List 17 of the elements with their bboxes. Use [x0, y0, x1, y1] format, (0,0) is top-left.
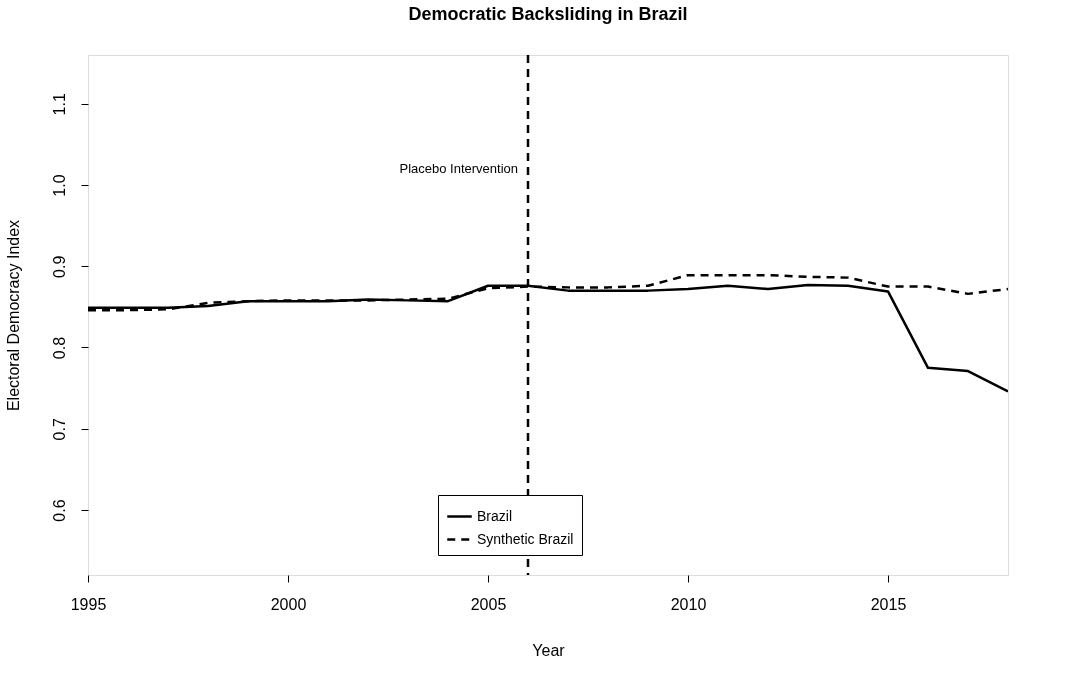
x-tick-label: 2015 — [870, 595, 907, 613]
y-tick-label: 0.8 — [50, 336, 68, 360]
chart-title: Democratic Backsliding in Brazil — [408, 3, 688, 24]
x-tick-label: 2005 — [470, 595, 507, 613]
y-tick-label: 0.7 — [50, 418, 68, 441]
x-tick-label: 1995 — [70, 595, 107, 613]
x-axis-title: Year — [532, 641, 566, 659]
ref-line-label: Placebo Intervention — [399, 161, 518, 177]
x-tick-label: 2010 — [670, 595, 707, 613]
y-tick-label: 0.6 — [50, 499, 68, 522]
legend-label: Brazil — [477, 507, 513, 524]
y-tick-label: 1.1 — [50, 93, 68, 116]
x-tick-label: 2000 — [270, 595, 307, 613]
y-tick-label: 1.0 — [50, 174, 68, 197]
legend-label: Synthetic Brazil — [477, 530, 574, 547]
y-axis-title: Electoral Democracy Index — [4, 219, 22, 412]
y-tick-label: 0.9 — [50, 255, 68, 278]
